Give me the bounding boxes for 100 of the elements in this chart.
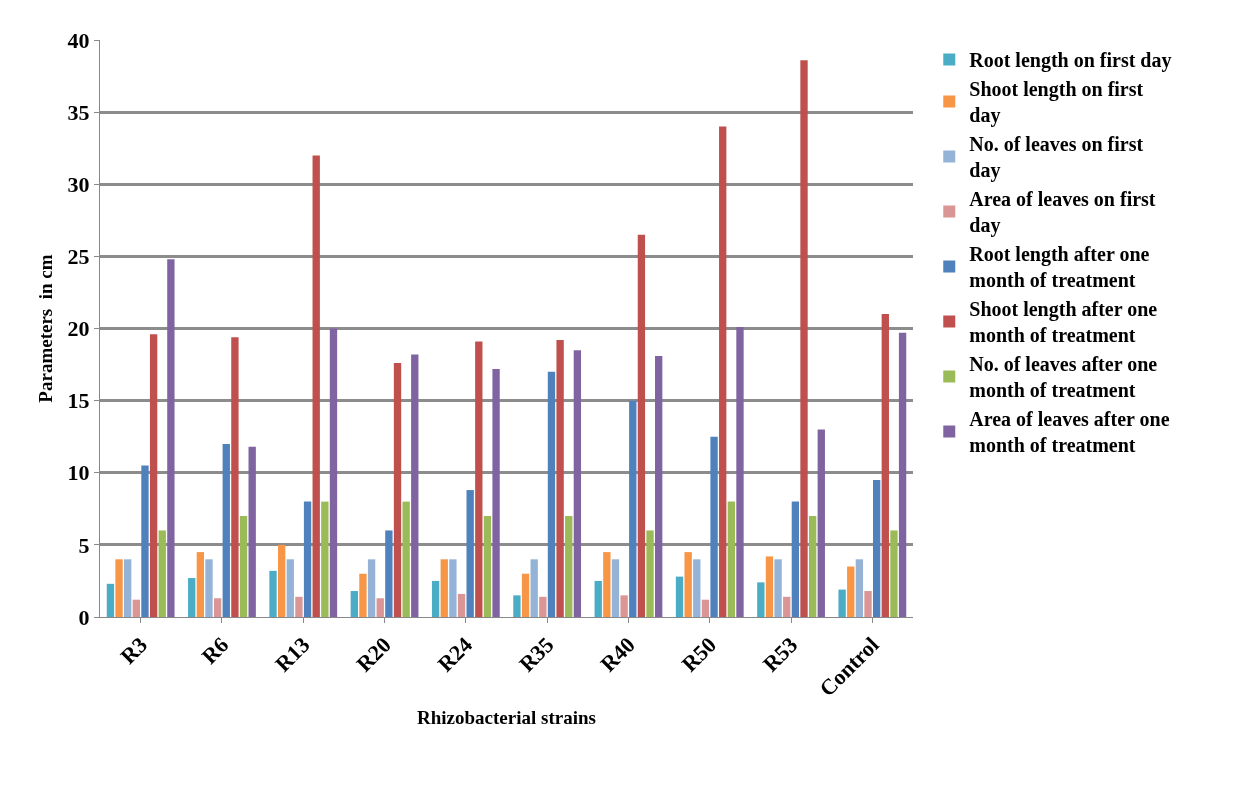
bar: [402, 501, 410, 617]
bar: [222, 443, 230, 617]
bar: [727, 501, 736, 617]
bar: [898, 332, 907, 617]
bar: [141, 465, 149, 617]
bar: [765, 556, 774, 617]
bar: [655, 355, 663, 617]
bar: [303, 501, 312, 617]
bar: [736, 327, 744, 617]
x-tick-label: R53: [757, 632, 803, 677]
bar: [350, 591, 358, 617]
x-tick-label: R20: [351, 632, 396, 677]
bar: [783, 596, 791, 617]
bar: [684, 552, 692, 617]
bar: [757, 582, 765, 617]
bar: [565, 516, 573, 617]
bar: [513, 595, 521, 617]
bar: [800, 60, 808, 617]
bar: [457, 593, 466, 617]
y-tick-label: 15: [67, 388, 90, 414]
bar: [547, 371, 556, 617]
bar: [295, 596, 303, 617]
bar: [149, 334, 158, 617]
bar: [701, 599, 710, 617]
bar: [321, 501, 329, 617]
y-tick-label: 40: [67, 27, 90, 53]
bar: [367, 559, 376, 617]
y-tick-label: 35: [67, 99, 90, 125]
legend-label: Root length on first day: [969, 49, 1172, 73]
bar: [393, 363, 402, 617]
y-axis-title: Parameters in cm: [35, 254, 56, 403]
bar: [791, 501, 800, 617]
legend-label: No. of leaves after one month of treatment: [969, 353, 1158, 402]
bar: [115, 559, 123, 617]
bar: [239, 516, 248, 617]
legend-label: Shoot length after one month of treatment: [969, 298, 1158, 347]
bar: [873, 479, 881, 617]
x-tick-label: R40: [595, 632, 640, 677]
bar: [556, 340, 564, 617]
bar: [539, 596, 547, 617]
bar: [196, 552, 205, 617]
bar: [719, 126, 727, 617]
bar: [466, 490, 474, 617]
y-tick-label: 0: [78, 604, 90, 630]
bar: [167, 259, 175, 617]
bar: [431, 580, 440, 617]
legend-label: No. of leaves on first day: [969, 133, 1144, 183]
bar: [329, 328, 338, 617]
bar: [286, 559, 294, 617]
bar: [637, 234, 646, 617]
bar: [521, 573, 530, 617]
bar: [890, 530, 898, 617]
x-axis-title: Rhizobacterial strains: [417, 707, 596, 729]
bar: [492, 368, 500, 617]
y-tick-label: 5: [78, 532, 90, 558]
x-tick-label: R50: [676, 632, 722, 677]
x-tick-label: R6: [196, 632, 234, 669]
bar: [611, 559, 620, 617]
bar: [359, 573, 367, 617]
bar: [881, 314, 889, 617]
x-tick-label: R35: [513, 632, 559, 677]
bar: [573, 350, 582, 617]
bar: [838, 589, 846, 617]
bar: [376, 598, 384, 617]
bar: [693, 559, 701, 617]
x-tick-label: R24: [432, 632, 478, 677]
bar: [817, 429, 825, 617]
bar: [158, 530, 166, 617]
bar: [213, 598, 222, 617]
bar: [594, 580, 602, 617]
y-tick-label: 20: [67, 316, 90, 342]
bar: [855, 559, 864, 617]
bar: [847, 566, 855, 617]
legend-label: Shoot length on first day: [969, 78, 1144, 128]
bar: [530, 559, 538, 617]
legend-label: Root length after one month of treatment: [969, 243, 1150, 292]
bar: [620, 595, 628, 617]
bar: [277, 544, 286, 617]
bar: [385, 530, 393, 617]
bar: [808, 516, 817, 617]
y-tick-label: 25: [67, 244, 90, 270]
bar: [231, 337, 239, 617]
x-tick-label: R3: [115, 632, 152, 669]
bar: [124, 559, 132, 617]
y-tick-label: 10: [67, 460, 90, 486]
legend-label: Area of leaves on first day: [969, 188, 1156, 238]
bar: [132, 599, 140, 617]
bar: [710, 436, 718, 617]
bar: [475, 341, 483, 617]
bar: [646, 530, 654, 617]
bar: [864, 591, 872, 617]
bar: [269, 570, 277, 617]
bar: [675, 576, 684, 617]
bar: [449, 559, 457, 617]
bar: [188, 578, 196, 617]
bar: [205, 559, 213, 617]
bar: [312, 155, 320, 617]
y-tick-label: 30: [67, 171, 90, 197]
bar: [106, 583, 115, 617]
bar: [603, 552, 611, 617]
